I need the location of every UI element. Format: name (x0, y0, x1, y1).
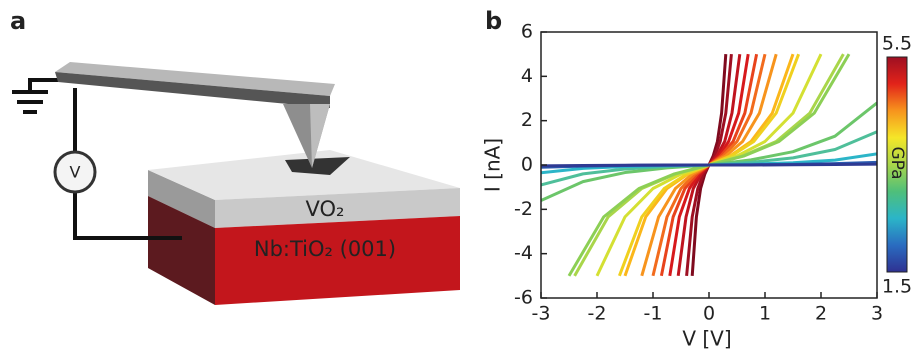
x-tick-label: 1 (759, 303, 771, 325)
y-tick-label: 4 (521, 65, 533, 87)
film-front (215, 188, 460, 228)
substrate-side (148, 196, 215, 305)
iv-curve (541, 162, 877, 168)
x-axis-label: V [V] (682, 327, 731, 351)
y-tick-label: 6 (521, 21, 533, 43)
voltmeter (53, 150, 97, 194)
film-top (148, 150, 460, 200)
x-tick-label: -1 (644, 303, 663, 325)
film-label: VO₂ (306, 197, 345, 221)
x-tick-label: -3 (532, 303, 551, 325)
schematic: a V VO₂ Nb:TiO₂ (001) (10, 7, 460, 305)
tip-face (310, 104, 330, 168)
colorbar-label: GPa (887, 146, 907, 179)
colorbar-min: 1.5 (882, 276, 912, 298)
ground-symbol (12, 78, 60, 114)
cantilever-side (55, 72, 330, 108)
colorbar-max: 5.5 (882, 33, 912, 55)
y-tick-label: 0 (521, 154, 533, 176)
substrate-front (215, 216, 460, 305)
voltmeter-label: V (70, 163, 81, 182)
hole (285, 157, 350, 175)
y-tick-label: -2 (514, 198, 533, 220)
y-axis-label: I [nA] (481, 138, 505, 192)
y-tick-label: -6 (514, 287, 533, 309)
x-tick-label: -2 (588, 303, 607, 325)
colorbar (886, 56, 908, 273)
x-tick-label: 3 (871, 303, 883, 325)
curves (541, 53, 877, 277)
cantilever-top (55, 62, 335, 96)
panel-label: a (10, 7, 26, 35)
substrate-label: Nb:TiO₂ (001) (254, 237, 396, 261)
film-side (148, 170, 215, 228)
x-tick-label: 0 (703, 303, 715, 325)
wire (73, 192, 182, 240)
y-tick-label: 2 (521, 109, 533, 131)
panel-label: b (485, 7, 502, 35)
x-tick-label: 2 (815, 303, 827, 325)
y-tick-label: -4 (514, 242, 533, 264)
